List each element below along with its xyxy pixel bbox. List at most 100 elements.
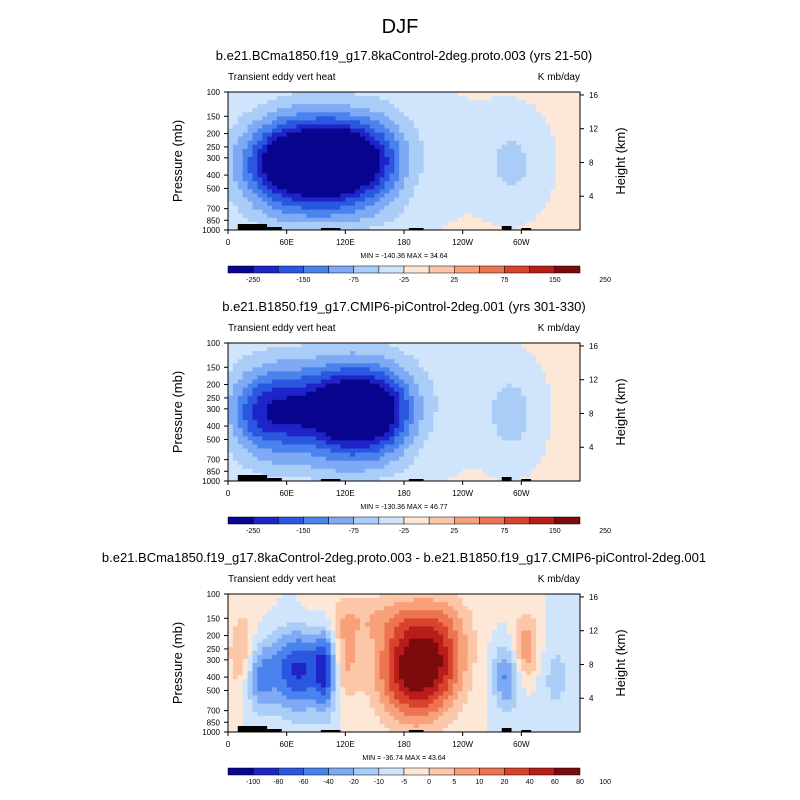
contour-cell xyxy=(374,472,380,478)
contour-cell xyxy=(565,165,571,170)
contour-cell xyxy=(457,161,464,166)
contour-cell xyxy=(487,112,493,117)
contour-cell xyxy=(389,152,395,158)
contour-cell xyxy=(369,185,376,190)
contour-cell xyxy=(404,120,410,125)
contour-cell xyxy=(560,156,566,162)
contour-cell xyxy=(257,108,263,113)
contour-cell xyxy=(506,391,512,397)
contour-cell xyxy=(560,472,566,478)
contour-cell xyxy=(526,225,532,230)
contour-cell xyxy=(575,152,580,158)
contour-cell xyxy=(276,444,283,449)
contour-cell xyxy=(306,476,312,481)
contour-cell xyxy=(232,460,239,466)
contour-cell xyxy=(394,383,400,389)
contour-cell xyxy=(369,148,376,154)
contour-cell xyxy=(311,104,317,109)
contour-cell xyxy=(286,201,292,207)
contour-cell xyxy=(560,221,566,227)
contour-cell xyxy=(428,412,434,417)
contour-cell xyxy=(492,460,498,466)
contour-cell xyxy=(335,92,341,97)
contour-cell xyxy=(281,128,288,133)
contour-cell xyxy=(384,416,390,421)
contour-cell xyxy=(531,412,537,417)
contour-cell xyxy=(311,416,317,421)
contour-cell xyxy=(492,152,498,158)
contour-cell xyxy=(247,395,253,401)
contour-cell xyxy=(355,144,361,150)
contour-cell xyxy=(570,189,576,194)
contour-cell xyxy=(501,209,508,215)
contour-cell xyxy=(389,468,395,474)
contour-cell xyxy=(325,156,332,162)
contour-cell xyxy=(438,120,444,125)
contour-cell xyxy=(511,395,517,401)
contour-cell xyxy=(472,452,478,458)
contour-cell xyxy=(501,428,508,433)
contour-cell xyxy=(540,468,547,474)
contour-cell xyxy=(272,201,278,207)
contour-cell xyxy=(575,391,580,397)
contour-cell xyxy=(511,225,517,230)
contour-cell xyxy=(501,456,508,462)
contour-cell xyxy=(272,436,278,441)
contour-cell xyxy=(457,165,464,170)
contour-cell xyxy=(545,359,552,364)
contour-cell xyxy=(448,420,454,425)
contour-cell xyxy=(413,128,420,133)
contour-cell xyxy=(536,379,542,384)
contour-cell xyxy=(423,395,429,401)
contour-cell xyxy=(340,112,346,117)
contour-cell xyxy=(428,355,434,360)
contour-cell xyxy=(384,424,390,429)
contour-cell xyxy=(232,205,239,211)
contour-cell xyxy=(496,476,503,481)
contour-cell xyxy=(418,424,424,429)
contour-cell xyxy=(335,185,341,190)
contour-cell xyxy=(320,379,327,384)
contour-cell xyxy=(443,140,449,146)
contour-cell xyxy=(320,468,327,474)
contour-cell xyxy=(418,140,424,146)
contour-cell xyxy=(487,148,493,154)
contour-cell xyxy=(452,407,459,413)
contour-cell xyxy=(457,355,464,360)
contour-cell xyxy=(360,383,366,389)
contour-cell xyxy=(511,217,517,223)
contour-cell xyxy=(526,379,532,384)
contour-cell xyxy=(262,347,268,352)
contour-cell xyxy=(228,169,234,174)
contour-cell xyxy=(428,420,434,425)
contour-cell xyxy=(555,213,561,219)
contour-cell xyxy=(467,116,473,121)
contour-cell xyxy=(545,412,552,417)
contour-cell xyxy=(404,407,410,413)
contour-cell xyxy=(257,165,263,170)
contour-cell xyxy=(262,351,268,356)
contour-cell xyxy=(462,428,468,433)
contour-cell xyxy=(237,391,244,397)
contour-cell xyxy=(506,440,512,445)
contour-cell xyxy=(340,363,346,368)
contour-cell xyxy=(228,197,234,202)
contour-cell xyxy=(443,161,449,166)
contour-cell xyxy=(413,148,420,154)
contour-cell xyxy=(531,403,537,409)
contour-cell xyxy=(281,148,288,154)
contour-cell xyxy=(379,359,385,364)
contour-cell xyxy=(536,424,542,429)
contour-cell xyxy=(448,375,454,380)
contour-cell xyxy=(570,416,576,421)
contour-cell xyxy=(360,217,366,223)
contour-cell xyxy=(521,383,527,389)
contour-cell xyxy=(399,124,405,129)
contour-cell xyxy=(360,177,366,182)
contour-cell xyxy=(267,92,273,97)
contour-cell xyxy=(404,185,410,190)
contour-cell xyxy=(399,444,405,449)
contour-cell xyxy=(257,161,263,166)
contour-cell xyxy=(394,185,400,190)
contour-cell xyxy=(565,379,571,384)
